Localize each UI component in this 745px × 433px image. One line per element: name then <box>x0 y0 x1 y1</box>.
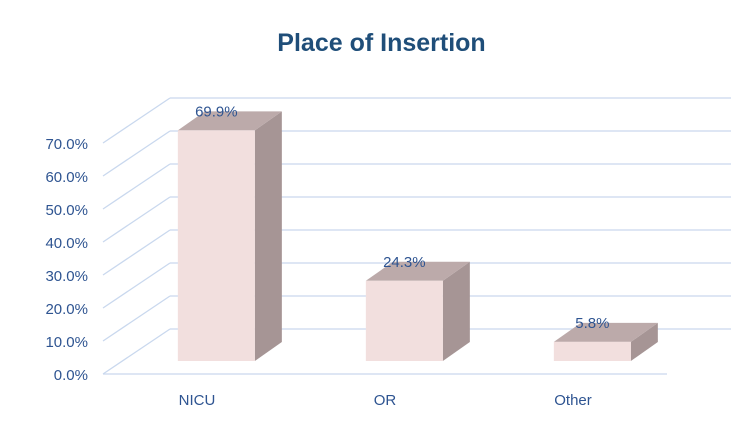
bar-top-face <box>553 322 658 342</box>
category-label: NICU <box>179 392 216 409</box>
bar-front-face <box>177 130 255 361</box>
gridline-side-diagonal <box>102 328 171 375</box>
gridline-side-diagonal <box>102 295 171 342</box>
y-tick-label: 40.0% <box>45 235 88 252</box>
gridline-side-diagonal <box>102 163 171 210</box>
y-tick-label: 70.0% <box>45 136 88 153</box>
bar-front-face <box>553 341 631 361</box>
bar-side-face <box>630 322 658 361</box>
y-tick-label: 30.0% <box>45 268 88 285</box>
bar-front-face <box>365 280 443 361</box>
bar-side-face <box>254 111 282 361</box>
category-label: OR <box>374 392 397 409</box>
data-label: 24.3% <box>383 254 426 271</box>
bar-side-face <box>442 261 470 361</box>
category-label: Other <box>554 392 592 409</box>
gridline-side-diagonal <box>102 196 171 243</box>
y-tick-label: 0.0% <box>54 367 88 384</box>
data-label: 69.9% <box>195 103 238 120</box>
bar-top-face <box>365 261 470 281</box>
y-tick-label: 60.0% <box>45 169 88 186</box>
gridline-side-diagonal <box>102 262 171 309</box>
y-tick-label: 20.0% <box>45 301 88 318</box>
gridline-side-diagonal <box>102 97 171 144</box>
y-tick-label: 10.0% <box>45 334 88 351</box>
gridline-side-diagonal <box>102 130 171 177</box>
bar-top-face <box>177 111 282 131</box>
data-label: 5.8% <box>575 315 609 332</box>
chart-title: Place of Insertion <box>277 29 486 57</box>
y-tick-label: 50.0% <box>45 202 88 219</box>
gridline-side-diagonal <box>102 229 171 276</box>
